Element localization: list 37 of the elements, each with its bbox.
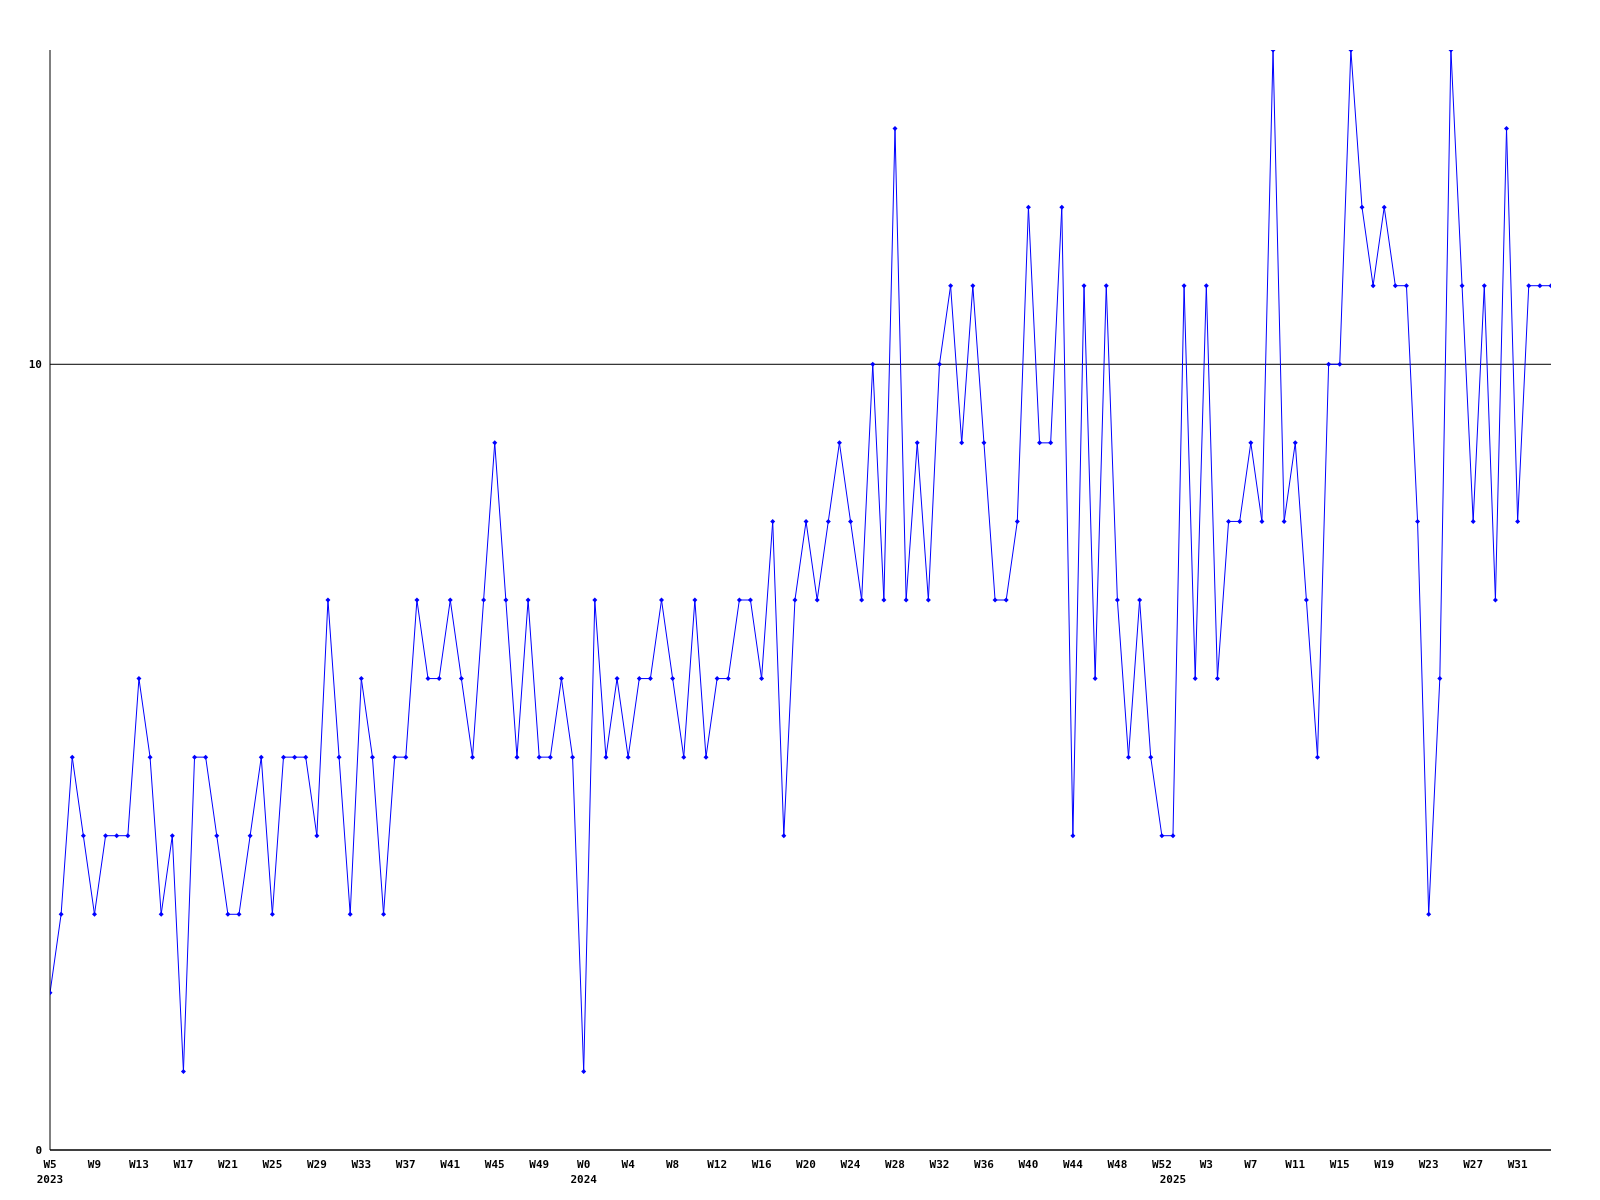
x-tick-label: W31	[1507, 1158, 1528, 1171]
x-tick-label: 2025	[1159, 1173, 1187, 1186]
y-tick-label: 10	[28, 358, 42, 372]
x-tick-label: W19	[1374, 1158, 1395, 1171]
x-tick-label: W25	[262, 1158, 283, 1171]
x-tick-label: W49	[529, 1158, 550, 1171]
x-tick-label: W28	[885, 1158, 905, 1171]
x-tick-label: W32	[929, 1158, 950, 1171]
x-tick-label: W8	[666, 1158, 680, 1171]
x-tick-label: W52	[1151, 1158, 1172, 1171]
x-tick-label: W11	[1285, 1158, 1306, 1171]
x-tick-label: W3	[1199, 1158, 1213, 1171]
x-tick-label: W33	[351, 1158, 372, 1171]
x-tick-label: W44	[1062, 1158, 1084, 1171]
x-tick-label: W27	[1463, 1158, 1484, 1171]
x-tick-label: W24	[840, 1158, 861, 1171]
x-tick-label: W0 2024	[570, 1158, 598, 1186]
x-tick-label: W40	[1018, 1158, 1039, 1171]
x-tick-label: W21	[217, 1158, 239, 1171]
x-tick-label: W45	[484, 1158, 505, 1171]
x-tick-label: W37	[395, 1158, 416, 1171]
x-tick-label: W48	[1107, 1158, 1128, 1171]
x-tick-label: W4	[621, 1158, 636, 1171]
x-tick-label: W29	[306, 1158, 327, 1171]
x-tick-label: W17	[173, 1158, 194, 1171]
x-tick-label: W7	[1244, 1158, 1258, 1171]
x-tick-label: W9	[87, 1158, 102, 1171]
y-tick-label: 0	[35, 1143, 42, 1157]
x-tick-label: W16	[751, 1158, 772, 1171]
x-tick-label: W23	[1418, 1158, 1439, 1171]
x-tick-label: W36	[974, 1158, 995, 1171]
x-tick-label: W20	[796, 1158, 816, 1171]
x-tick-label: W12	[707, 1158, 728, 1171]
x-tick-label: W15	[1329, 1158, 1350, 1171]
x-tick-label: W41	[440, 1158, 461, 1171]
x-tick-label: W13	[129, 1158, 149, 1171]
x-tick-label: W5 2023	[36, 1158, 64, 1186]
